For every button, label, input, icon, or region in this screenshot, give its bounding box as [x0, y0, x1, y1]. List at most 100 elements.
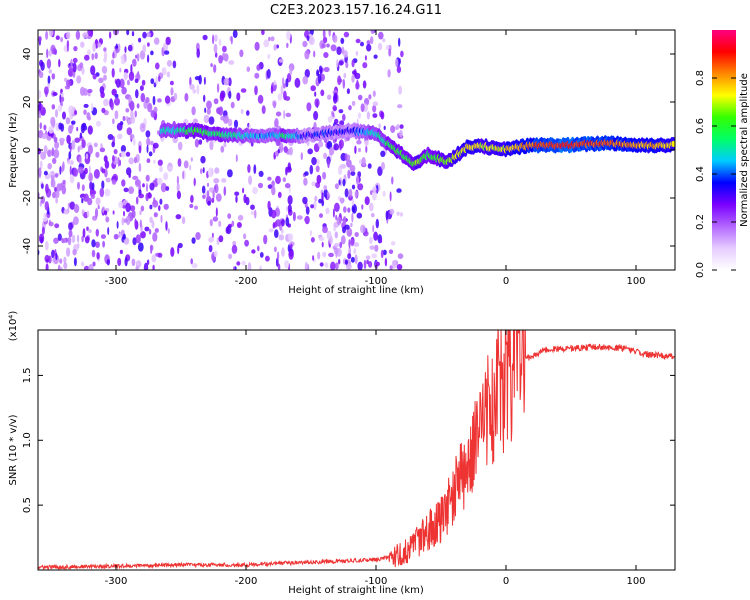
- spectrogram-noise-cell: [89, 30, 94, 38]
- spectrogram-noise-cell: [191, 237, 196, 244]
- spectrogram-noise-cell: [95, 197, 101, 206]
- spectrogram-noise-cell: [103, 98, 109, 107]
- spectrogram-noise-cell: [257, 245, 260, 252]
- spectrogram-noise-cell: [153, 106, 158, 113]
- spectrogram-noise-cell: [140, 231, 146, 239]
- spectrogram-noise-cell: [355, 175, 360, 186]
- spectrogram-noise-cell: [247, 164, 251, 173]
- spectrogram-noise-cell: [194, 138, 199, 148]
- spectrogram-noise-cell: [270, 36, 275, 42]
- spectrogram-noise-cell: [119, 249, 123, 254]
- spectrogram-noise-cell: [92, 42, 96, 52]
- spectrogram-noise-cell: [396, 264, 403, 270]
- spectrogram-noise-cell: [387, 69, 391, 78]
- spectrogram-noise-cell: [308, 36, 315, 46]
- spectrogram-noise-cell: [175, 214, 182, 220]
- spectrogram-noise-cell: [332, 94, 338, 104]
- y-tick-label: -40: [22, 238, 33, 254]
- spectrogram-noise-cell: [91, 249, 96, 258]
- spectrogram-noise-cell: [283, 90, 287, 101]
- spectrogram-noise-cell: [66, 43, 69, 52]
- colorbar-ticks: 0.0 0.2 0.4 0.6 0.8: [695, 70, 736, 278]
- spectrogram-noise-cell: [211, 197, 215, 203]
- spectrogram-noise-cell: [75, 30, 81, 40]
- spectrogram-noise-cell: [146, 144, 149, 154]
- spectrogram-noise-cell: [142, 31, 147, 39]
- spectrogram-noise-cell: [389, 208, 395, 215]
- spectrogram-noise-cell: [147, 192, 151, 199]
- spectrogram-noise-cell: [82, 32, 89, 39]
- spectrogram-noise-cell: [364, 55, 367, 61]
- spectrogram-noise-cell: [153, 37, 160, 45]
- spectrogram-noise-cell: [55, 109, 58, 118]
- colorbar-tick-label: 0.2: [695, 214, 706, 230]
- spectrogram-noise-cell: [218, 106, 224, 116]
- spectrogram-noise-cell: [356, 139, 362, 145]
- spectrogram-noise-cell: [362, 80, 367, 89]
- spectrogram-noise-cell: [111, 179, 117, 185]
- spectrogram-noise-cell: [248, 175, 253, 185]
- spectrogram-noise-cell: [52, 179, 56, 188]
- spectrogram-noise-cell: [208, 245, 213, 253]
- spectrogram-noise-cell: [135, 196, 139, 205]
- spectrogram-noise-cell: [342, 113, 346, 122]
- spectrogram-noise-cell: [334, 231, 338, 239]
- spectrogram-noise-cell: [128, 71, 135, 82]
- spectrogram-noise-cell: [100, 143, 103, 149]
- spectrogram-noise-cell: [253, 164, 257, 175]
- spectrogram-noise-cell: [396, 211, 400, 216]
- spectrogram-noise-cell: [38, 90, 42, 99]
- spectrogram-noise-cell: [353, 248, 357, 255]
- spectrogram-noise-cell: [48, 125, 54, 134]
- spectrogram-noise-cell: [73, 167, 77, 177]
- spectrogram-noise-cell: [146, 259, 150, 266]
- spectrogram-noise-cell: [71, 234, 76, 244]
- spectrogram-noise-cell: [87, 197, 93, 206]
- spectrogram-noise-cell: [354, 254, 358, 265]
- spectrogram-noise-cell: [59, 165, 62, 175]
- spectrogram-noise-cell: [345, 263, 352, 270]
- spectrogram-noise-cell: [284, 183, 291, 189]
- spectrogram-noise-cell: [261, 30, 265, 35]
- spectrogram-noise-cell: [61, 185, 67, 195]
- spectrogram-noise-cell: [347, 169, 351, 179]
- spectrogram-noise-cell: [250, 141, 254, 147]
- spectrogram-noise-cell: [76, 75, 82, 84]
- spectrogram-noise-cell: [333, 143, 340, 151]
- spectrogram-noise-cell: [285, 166, 288, 176]
- spectrogram-noise-cell: [117, 133, 123, 140]
- spectrogram-noise-cell: [111, 59, 115, 65]
- spectrogram-noise-cell: [236, 92, 241, 101]
- spectrogram-noise-cell: [323, 66, 330, 73]
- spectrogram-noise-cell: [73, 46, 78, 52]
- spectrogram-noise-cell: [93, 142, 98, 148]
- spectrogram-noise-cell: [203, 114, 210, 124]
- snr-x-ticks: -300 -200 -100 0 100: [105, 330, 646, 587]
- spectrogram-noise-cell: [254, 85, 258, 96]
- spectrogram-noise-cell: [149, 182, 155, 191]
- spectrogram-noise-cell: [257, 94, 264, 104]
- spectrogram-noise-cell: [272, 101, 277, 109]
- spectrogram-noise-cell: [389, 191, 392, 202]
- spectrogram-noise-cell: [365, 255, 371, 260]
- spectrogram-noise-cell: [138, 37, 142, 43]
- spectrogram-noise-cell: [213, 250, 218, 258]
- spectrogram-noise-cell: [306, 102, 312, 112]
- spectrogram-noise-cell: [373, 54, 378, 59]
- spectrogram-noise-cell: [121, 179, 126, 187]
- colorbar-tick-label: 0.4: [695, 166, 706, 182]
- spectrogram-noise-cell: [126, 167, 132, 176]
- spectrogram-noise-cell: [125, 108, 130, 113]
- spectrogram-noise-cell: [133, 156, 138, 164]
- spectrogram-noise-cell: [213, 64, 217, 73]
- spectrogram-noise-cell: [354, 145, 357, 154]
- spectrogram-noise-cell: [267, 176, 272, 181]
- spectrogram-noise-cell: [345, 136, 351, 142]
- snr-panel: -300 -200 -100 0 100 0.5 1.0 1.5 Height of str…: [8, 311, 676, 596]
- snr-y-multiplier: (x10⁴): [8, 311, 19, 342]
- spectrogram-noise-cell: [118, 201, 124, 209]
- spectrogram-noise-cell: [117, 157, 120, 167]
- spectrogram-noise-cell: [72, 249, 77, 256]
- spectrogram-noise-cell: [248, 123, 251, 129]
- spectrogram-noise-cell: [218, 220, 222, 227]
